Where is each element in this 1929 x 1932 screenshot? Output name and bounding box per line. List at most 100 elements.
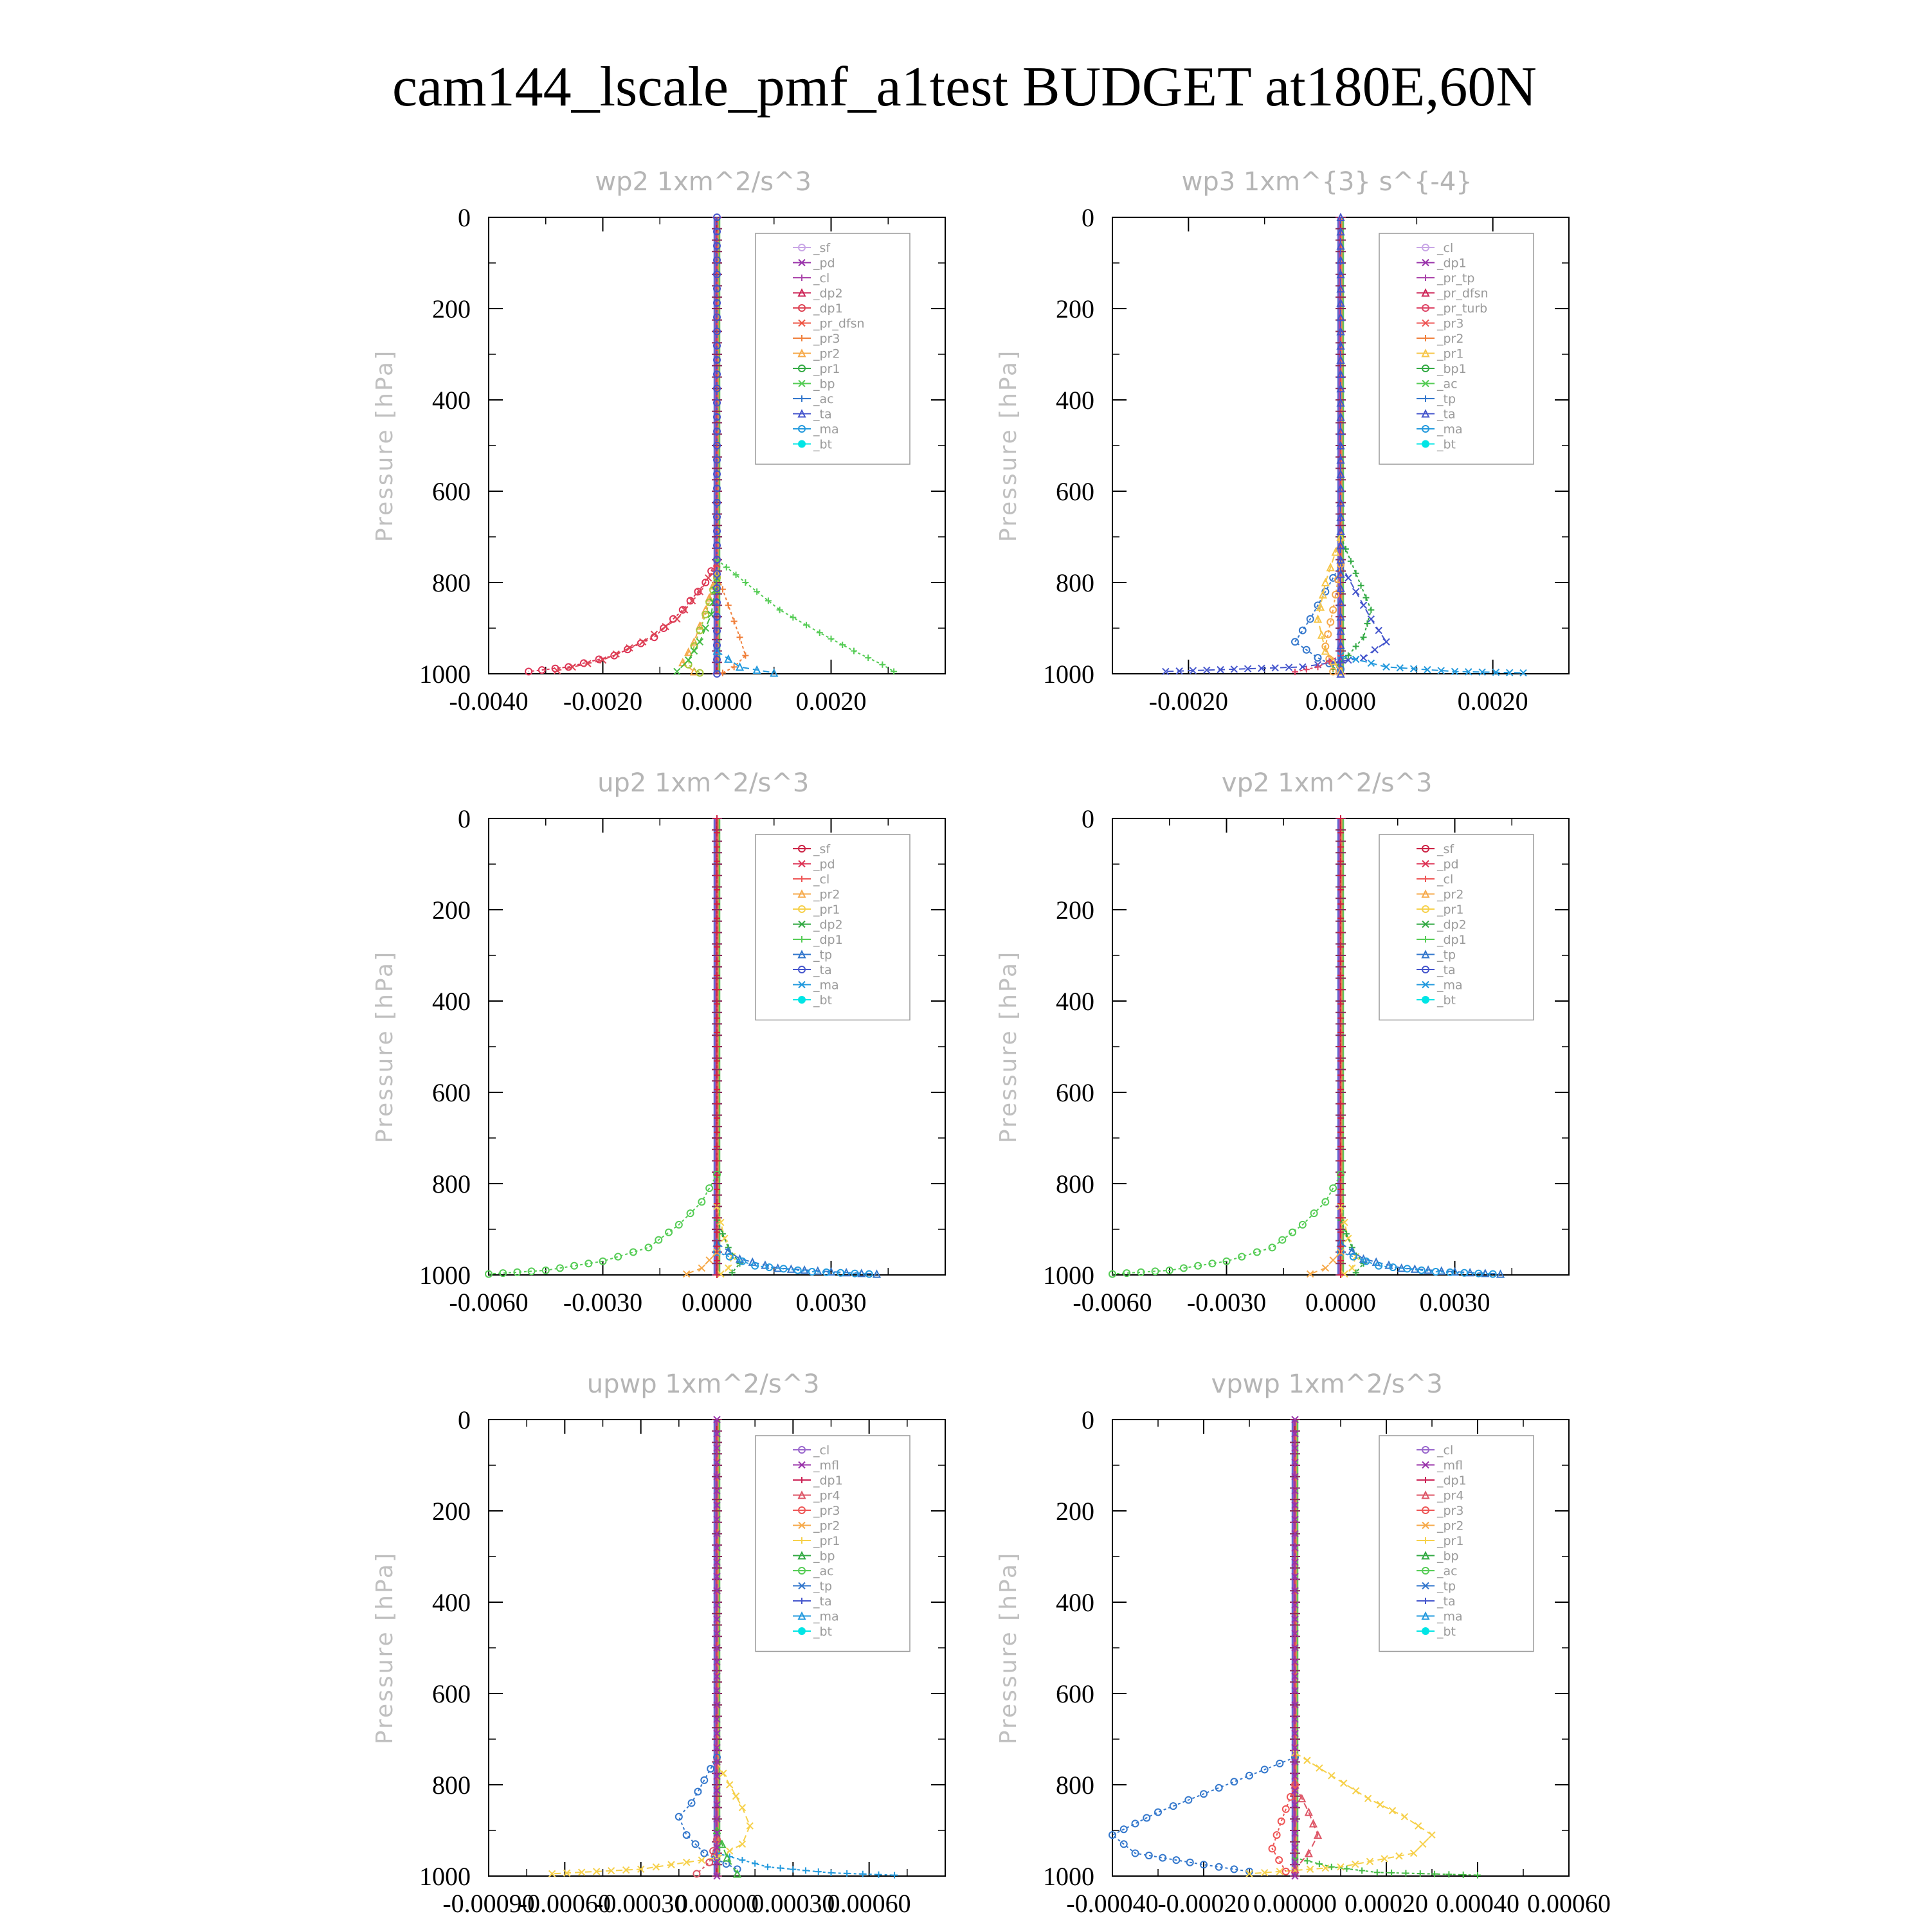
data-point — [1321, 1864, 1330, 1872]
data-point — [1316, 1764, 1323, 1772]
data-point — [725, 1252, 734, 1261]
series-bt — [1336, 212, 1345, 678]
data-point — [1291, 1487, 1299, 1495]
legend-item: _tp — [793, 1580, 832, 1594]
data-point — [713, 370, 721, 379]
data-point — [1409, 1849, 1418, 1857]
legend-label: _pr2 — [813, 888, 840, 902]
data-point — [1119, 1840, 1128, 1848]
data-point — [851, 647, 857, 655]
data-point — [691, 1840, 700, 1848]
data-point — [714, 915, 720, 922]
legend-label: _ma — [1436, 422, 1463, 437]
legend-label: _dp1 — [813, 1474, 843, 1488]
legend-label: _ma — [813, 979, 839, 993]
data-point — [1492, 669, 1500, 676]
data-point — [1474, 1269, 1483, 1277]
data-point — [1291, 1515, 1299, 1524]
panel-title: vpwp 1xm^2/s^3 — [1211, 1369, 1443, 1399]
data-point — [714, 872, 720, 879]
series-line — [1111, 1756, 1296, 1872]
data-point — [839, 642, 846, 649]
legend-label: _cl — [813, 1443, 829, 1458]
y-tick-label: 600 — [432, 477, 471, 506]
data-point — [714, 1029, 720, 1036]
data-point — [1336, 298, 1345, 307]
series-line — [716, 573, 747, 674]
data-point — [1337, 1200, 1344, 1207]
x-tick-label: -0.0060 — [1073, 1288, 1152, 1317]
data-point — [1428, 1831, 1436, 1839]
x-tick-label: 0.00000 — [675, 1889, 759, 1918]
data-point — [713, 1530, 721, 1538]
data-point — [1367, 615, 1375, 623]
y-tick-label: 400 — [1056, 386, 1094, 415]
y-tick-label: 800 — [1056, 1169, 1094, 1198]
x-tick-label: 0.00060 — [1527, 1889, 1611, 1918]
data-point — [1313, 1830, 1323, 1839]
series-tp — [1336, 1238, 1505, 1278]
data-point — [713, 284, 721, 293]
data-point — [1291, 1701, 1299, 1709]
data-point — [714, 1243, 720, 1250]
data-point — [1337, 957, 1344, 964]
data-point — [1362, 1257, 1370, 1265]
data-point — [1340, 1779, 1348, 1787]
data-point — [713, 1858, 721, 1866]
series-bp1 — [1330, 534, 1375, 673]
data-point — [700, 1849, 709, 1857]
legend-marker — [798, 1627, 806, 1635]
panel-3: up2 1xm^2/s^3 Pressure [hPa] 0 200 400 600 800… — [372, 768, 946, 1317]
legend-item: _pr2 — [793, 1519, 840, 1533]
data-point — [714, 1143, 720, 1150]
legend-item: _cl — [1417, 241, 1453, 255]
data-point — [1336, 569, 1345, 578]
x-tick-label: 0.0000 — [682, 1288, 752, 1317]
legend-item: _bt — [793, 993, 832, 1007]
data-point — [1336, 241, 1345, 250]
data-point — [713, 1701, 721, 1709]
data-point — [629, 1248, 637, 1256]
data-point — [752, 665, 761, 674]
data-point — [1329, 1256, 1337, 1264]
legend-item: _mfl — [1417, 1459, 1463, 1473]
data-point — [1422, 1567, 1429, 1575]
data-point — [714, 1015, 720, 1022]
legend-item: _dp1 — [1417, 257, 1467, 271]
data-point — [713, 527, 721, 536]
data-point — [1291, 1458, 1299, 1467]
data-point — [713, 313, 721, 321]
data-point — [1422, 845, 1429, 853]
data-point — [705, 1858, 714, 1866]
legend-item: _ta — [1417, 408, 1456, 422]
legend-label: _pr_dfsn — [1436, 287, 1489, 301]
legend-item: _ta — [1417, 1594, 1456, 1609]
data-point — [684, 660, 693, 669]
data-point — [599, 656, 607, 664]
y-tick-label: 1000 — [1043, 660, 1094, 689]
data-point — [713, 1872, 721, 1880]
legend-item: _dp1 — [793, 1474, 843, 1488]
data-point — [1422, 1477, 1429, 1483]
data-point — [1291, 1630, 1299, 1638]
data-point — [1422, 966, 1429, 973]
data-point — [713, 356, 721, 364]
legend-label: _mfl — [813, 1459, 839, 1473]
legend-label: _cl — [1436, 241, 1453, 255]
y-tick-label: 200 — [432, 896, 471, 925]
data-point — [714, 1086, 720, 1093]
data-point — [1422, 425, 1429, 433]
legend-item: _bt — [793, 438, 832, 452]
data-point — [1352, 655, 1360, 664]
legend-item: _bp — [793, 377, 835, 392]
data-point — [713, 1458, 721, 1467]
data-point — [1260, 1868, 1269, 1877]
data-point — [1314, 654, 1322, 662]
data-point — [797, 409, 806, 418]
data-point — [1363, 594, 1370, 601]
data-point — [705, 1184, 714, 1193]
data-point — [1337, 1086, 1344, 1093]
legend-item: _pr1 — [1417, 1534, 1463, 1548]
data-point — [714, 1100, 720, 1107]
data-point — [1422, 304, 1429, 312]
